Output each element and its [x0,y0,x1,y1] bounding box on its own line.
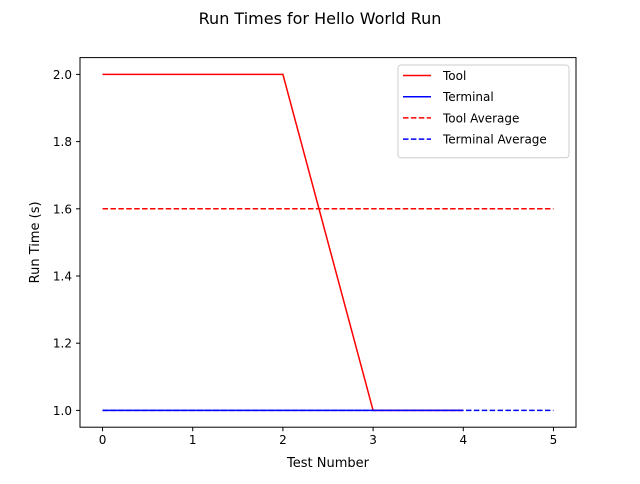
x-tick-label: 5 [550,433,558,447]
y-axis-label: Run Time (s) [28,201,43,283]
y-tick-label: 1.8 [53,135,72,149]
x-tick-label: 3 [369,433,377,447]
axis-ticks: 0 1 2 3 4 5 1.0 1.2 1.4 1.6 1.8 2.0 [53,68,557,447]
y-tick-label: 1.4 [53,270,72,284]
y-tick-label: 1.6 [53,202,72,216]
x-tick-label: 2 [279,433,287,447]
legend-label-terminal: Terminal [442,90,494,104]
plot-frame [79,57,577,428]
plot-area [102,73,554,412]
y-tick-label: 1.0 [53,404,72,418]
x-axis-label: Test Number [286,456,370,471]
legend-box [397,64,570,159]
x-tick-label: 0 [99,433,107,447]
legend-label-tool: Tool [442,69,466,83]
y-tick-label: 1.2 [53,337,72,351]
legend-label-tool-average: Tool Average [442,111,519,125]
x-tick-label: 1 [189,433,197,447]
y-tick-label: 2.0 [53,68,72,82]
chart-title: Run Times for Hello World Run [199,9,442,28]
legend-label-terminal-average: Terminal Average [442,133,547,147]
legend: Tool Terminal Tool Average Terminal Average [397,64,570,159]
x-tick-label: 4 [459,433,467,447]
